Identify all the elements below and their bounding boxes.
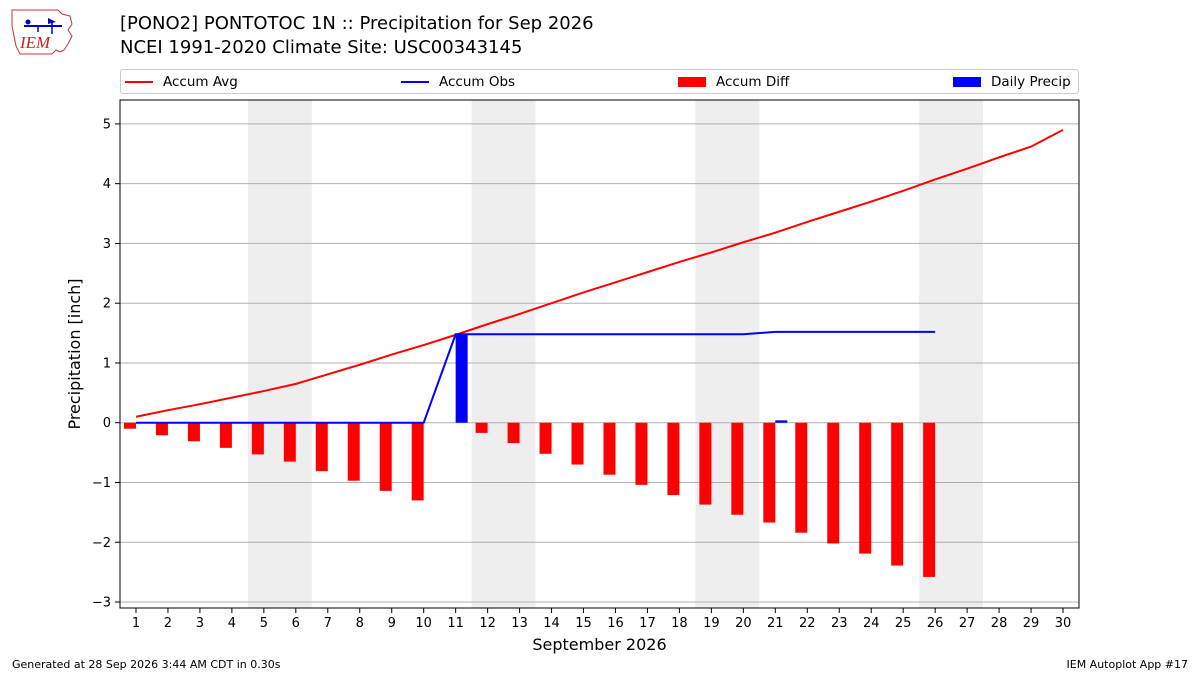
y-tick-label: 4 xyxy=(103,177,111,192)
x-tick-label: 14 xyxy=(543,616,560,631)
x-tick-label: 21 xyxy=(767,616,784,631)
x-tick-label: 18 xyxy=(671,616,688,631)
legend-swatch-accum-diff xyxy=(678,76,706,87)
accum-diff-bar xyxy=(635,422,648,485)
legend-label-accum-obs: Accum Obs xyxy=(439,73,516,90)
x-tick-label: 1 xyxy=(132,616,140,631)
accum-diff-bar xyxy=(603,422,616,475)
x-tick-label: 26 xyxy=(927,616,944,631)
plot-frame xyxy=(119,99,1080,609)
y-axis-label: Precipitation [inch] xyxy=(65,278,84,429)
x-tick-label: 5 xyxy=(260,616,268,631)
y-tick-label: −1 xyxy=(92,476,111,491)
chart-subtitle: NCEI 1991-2020 Climate Site: USC00343145 xyxy=(120,37,523,58)
y-tick-label: 1 xyxy=(103,356,111,371)
accum-diff-bar xyxy=(251,422,264,455)
accum-diff-bar xyxy=(283,422,296,462)
daily-precip-bar xyxy=(455,334,468,423)
x-tick-label: 6 xyxy=(292,616,300,631)
x-tick-label: 17 xyxy=(639,616,656,631)
weekend-band xyxy=(695,100,760,608)
legend-item-accum-avg: Accum Avg xyxy=(125,70,238,93)
x-tick-label: 10 xyxy=(415,616,432,631)
accum-diff-bar xyxy=(859,422,872,554)
accum-diff-bar xyxy=(315,422,328,472)
app-credit: IEM Autoplot App #17 xyxy=(1066,658,1189,671)
accum-diff-bar xyxy=(827,422,840,544)
x-tick-label: 8 xyxy=(356,616,364,631)
legend-label-accum-diff: Accum Diff xyxy=(716,73,790,90)
legend-item-daily-precip: Daily Precip xyxy=(953,70,1071,93)
logo-text: IEM xyxy=(19,33,51,52)
y-tick-label: 2 xyxy=(103,297,111,312)
x-tick-label: 28 xyxy=(991,616,1008,631)
x-tick-label: 3 xyxy=(196,616,204,631)
accum-diff-bar xyxy=(571,422,584,465)
x-tick-label: 27 xyxy=(959,616,976,631)
x-tick-label: 12 xyxy=(479,616,496,631)
legend-swatch-daily-precip xyxy=(953,76,981,87)
accum-diff-bar xyxy=(475,422,488,433)
x-tick-label: 13 xyxy=(511,616,528,631)
legend-label-daily-precip: Daily Precip xyxy=(991,73,1071,90)
x-tick-label: 16 xyxy=(607,616,624,631)
iem-logo: IEM xyxy=(11,9,73,55)
legend-swatch-accum-obs xyxy=(401,80,429,83)
y-tick-label: −3 xyxy=(92,596,111,611)
legend-item-accum-diff: Accum Diff xyxy=(678,70,789,93)
chart-title: [PONO2] PONTOTOC 1N :: Precipitation for… xyxy=(120,13,594,34)
y-tick-label: 0 xyxy=(103,416,111,431)
accum-diff-bar xyxy=(219,422,232,448)
accum-diff-bar xyxy=(347,422,360,481)
x-tick-label: 22 xyxy=(799,616,816,631)
accum-diff-bar xyxy=(155,422,168,436)
legend-swatch-accum-avg xyxy=(125,80,153,83)
x-tick-label: 9 xyxy=(388,616,396,631)
accum-obs-line xyxy=(135,330,936,424)
accum-diff-bar xyxy=(891,422,904,566)
accum-diff-bar xyxy=(763,422,776,523)
y-tick-label: 3 xyxy=(103,237,111,252)
accum-diff-bar xyxy=(699,422,712,505)
accum-diff-bar xyxy=(667,422,680,496)
x-tick-label: 20 xyxy=(735,616,752,631)
daily-precip-bar xyxy=(775,420,788,423)
accum-diff-bar xyxy=(379,422,392,491)
y-tick-label: 5 xyxy=(103,117,111,132)
x-tick-label: 11 xyxy=(447,616,464,631)
x-tick-label: 29 xyxy=(1023,616,1040,631)
generated-timestamp: Generated at 28 Sep 2026 3:44 AM CDT in … xyxy=(12,658,281,671)
accum-diff-bar xyxy=(187,422,200,442)
x-tick-label: 30 xyxy=(1055,616,1072,631)
accum-diff-bar xyxy=(795,422,808,533)
x-tick-label: 2 xyxy=(164,616,172,631)
x-tick-label: 24 xyxy=(863,616,880,631)
x-tick-label: 25 xyxy=(895,616,912,631)
x-tick-label: 23 xyxy=(831,616,848,631)
x-tick-label: 4 xyxy=(228,616,236,631)
accum-diff-bar xyxy=(731,422,744,515)
accum-diff-bar xyxy=(411,422,424,501)
x-tick-label: 19 xyxy=(703,616,720,631)
accum-diff-bar xyxy=(507,422,520,444)
chart-legend: Accum Avg Accum Obs Accum Diff Daily Pre… xyxy=(120,69,1079,94)
weekend-band xyxy=(247,100,312,608)
accum-diff-bar xyxy=(123,422,136,429)
accum-diff-bar xyxy=(539,422,552,454)
legend-label-accum-avg: Accum Avg xyxy=(163,73,238,90)
x-tick-label: 7 xyxy=(324,616,332,631)
y-tick-label: −2 xyxy=(92,536,111,551)
legend-item-accum-obs: Accum Obs xyxy=(401,70,515,93)
x-axis-label: September 2026 xyxy=(532,635,666,654)
accum-avg-line xyxy=(135,128,1064,418)
weekend-band xyxy=(471,100,536,608)
accum-diff-bar xyxy=(923,422,936,577)
x-tick-label: 15 xyxy=(575,616,592,631)
